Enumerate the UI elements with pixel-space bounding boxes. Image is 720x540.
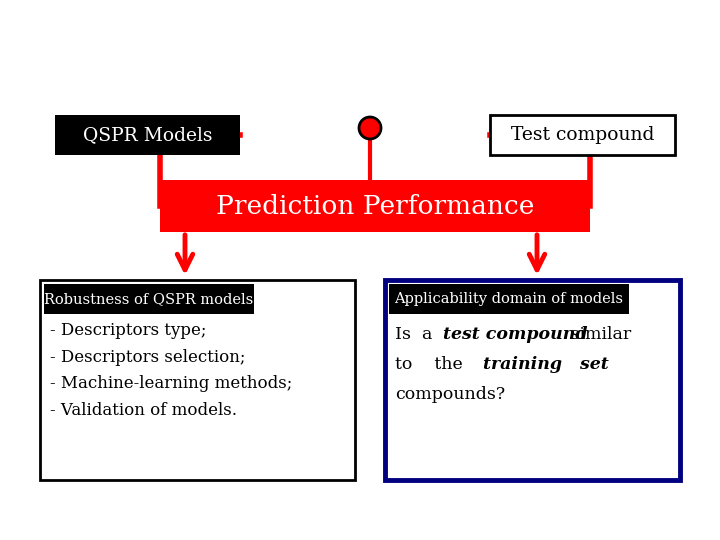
- Text: QSPR Models: QSPR Models: [83, 126, 212, 144]
- FancyBboxPatch shape: [160, 180, 590, 232]
- Text: Applicability domain of models: Applicability domain of models: [395, 292, 624, 306]
- FancyBboxPatch shape: [389, 284, 629, 314]
- Text: - Descriptors type;
- Descriptors selection;
- Machine-learning methods;
- Valid: - Descriptors type; - Descriptors select…: [50, 322, 292, 419]
- Text: compounds?: compounds?: [395, 386, 505, 403]
- Text: training   set: training set: [483, 356, 608, 373]
- FancyBboxPatch shape: [55, 115, 240, 155]
- Text: similar: similar: [565, 326, 631, 343]
- FancyBboxPatch shape: [40, 280, 355, 480]
- Text: to    the: to the: [395, 356, 485, 373]
- Text: test compound: test compound: [443, 326, 588, 343]
- Text: Prediction Performance: Prediction Performance: [216, 193, 534, 219]
- Text: Test compound: Test compound: [510, 126, 654, 144]
- FancyBboxPatch shape: [385, 280, 680, 480]
- FancyBboxPatch shape: [44, 284, 254, 314]
- Text: Robustness of QSPR models: Robustness of QSPR models: [45, 292, 253, 306]
- Circle shape: [359, 117, 381, 139]
- FancyBboxPatch shape: [490, 115, 675, 155]
- Text: Is  a: Is a: [395, 326, 438, 343]
